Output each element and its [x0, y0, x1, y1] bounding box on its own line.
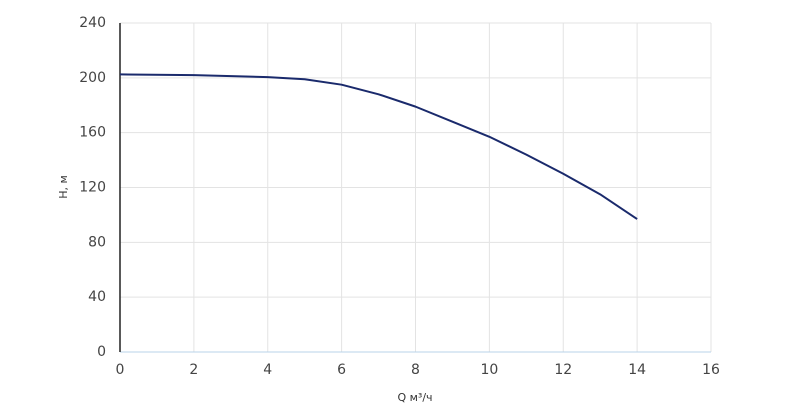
y-tick-label: 200: [79, 70, 106, 86]
x-tick-label: 14: [628, 362, 646, 378]
x-tick-label: 8: [411, 362, 420, 378]
x-axis-title: Q м³/ч: [397, 391, 432, 404]
x-tick-label: 12: [554, 362, 572, 378]
y-tick-label: 80: [88, 234, 106, 250]
x-tick-label: 6: [337, 362, 346, 378]
y-tick-label: 120: [79, 180, 106, 196]
y-tick-label: 40: [88, 289, 106, 305]
x-tick-label: 0: [116, 362, 125, 378]
y-tick-label: 160: [79, 125, 106, 141]
x-tick-label: 10: [480, 362, 498, 378]
line: [119, 73, 638, 220]
x-tick-label: 2: [189, 362, 198, 378]
x-tick-label: 4: [263, 362, 272, 378]
y-tick-label: 240: [79, 15, 106, 31]
y-axis-title: H, м: [57, 175, 70, 199]
x-tick-label: 16: [702, 362, 720, 378]
y-tick-label: 0: [97, 344, 106, 360]
